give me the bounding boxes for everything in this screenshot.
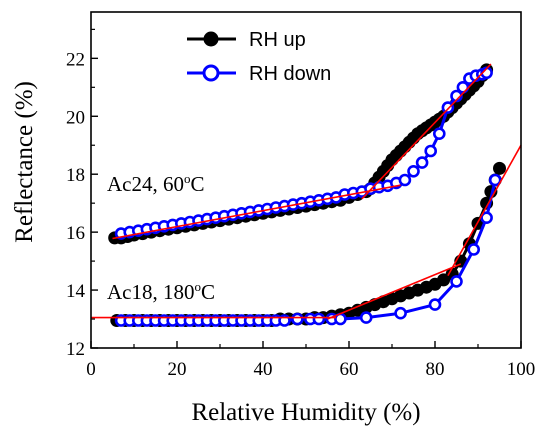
legend-rh-up-marker: [203, 31, 219, 47]
y-tick-label: 16: [66, 223, 85, 244]
fit-line-ac18-180-c: [447, 144, 522, 276]
data-point: [428, 298, 442, 311]
annotation-ac18: Ac18, 180oC: [107, 279, 215, 304]
data-point: [432, 127, 446, 140]
data-point: [359, 311, 373, 324]
data-point: [488, 173, 502, 187]
series-8: [447, 144, 522, 276]
data-point: [441, 101, 455, 114]
series-1: [114, 66, 493, 240]
data-point: [398, 173, 412, 187]
x-tick-label: 100: [507, 359, 536, 380]
fit-line-ac18-180-c: [327, 263, 462, 320]
legend-rh-down-marker: [202, 64, 220, 82]
data-point: [493, 161, 506, 175]
data-point: [291, 312, 304, 326]
y-tick-label: 20: [66, 107, 85, 128]
x-tick-label: 20: [168, 359, 187, 380]
y-tick-label: 14: [66, 281, 86, 302]
data-point: [394, 306, 407, 320]
fit-line-ac24-60-c: [112, 184, 401, 240]
data-point: [407, 165, 420, 178]
x-tick-label: 60: [340, 359, 359, 380]
series-layer: [91, 63, 522, 327]
series-2: [112, 184, 401, 240]
data-point: [480, 211, 493, 224]
series-3: [361, 63, 492, 200]
y-tick-label: 12: [66, 339, 85, 360]
series-7: [327, 263, 462, 320]
data-point: [424, 144, 438, 158]
data-point: [450, 275, 463, 288]
axes-layer: 0 20 40 60 80 100 12 14 16 18 20 22: [66, 11, 536, 380]
legend-rh-up-label: RH up: [249, 29, 306, 51]
x-tick-label: 80: [426, 359, 445, 380]
data-point: [467, 243, 481, 256]
y-tick-label: 18: [66, 165, 85, 186]
data-point: [312, 312, 326, 326]
legend-rh-down-label: RH down: [249, 63, 331, 85]
y-tick-label: 22: [66, 49, 85, 70]
x-axis-label: Relative Humidity (%): [191, 399, 420, 426]
fit-line-ac24-60-c: [361, 63, 492, 200]
x-tick-label: 0: [86, 359, 96, 380]
data-point: [415, 156, 429, 169]
x-tick-label: 40: [254, 359, 273, 380]
legend: RH up RH down: [187, 29, 331, 85]
y-axis-label: Reflectance (%): [11, 81, 38, 243]
annotation-ac24: Ac24, 60oC: [107, 171, 205, 196]
